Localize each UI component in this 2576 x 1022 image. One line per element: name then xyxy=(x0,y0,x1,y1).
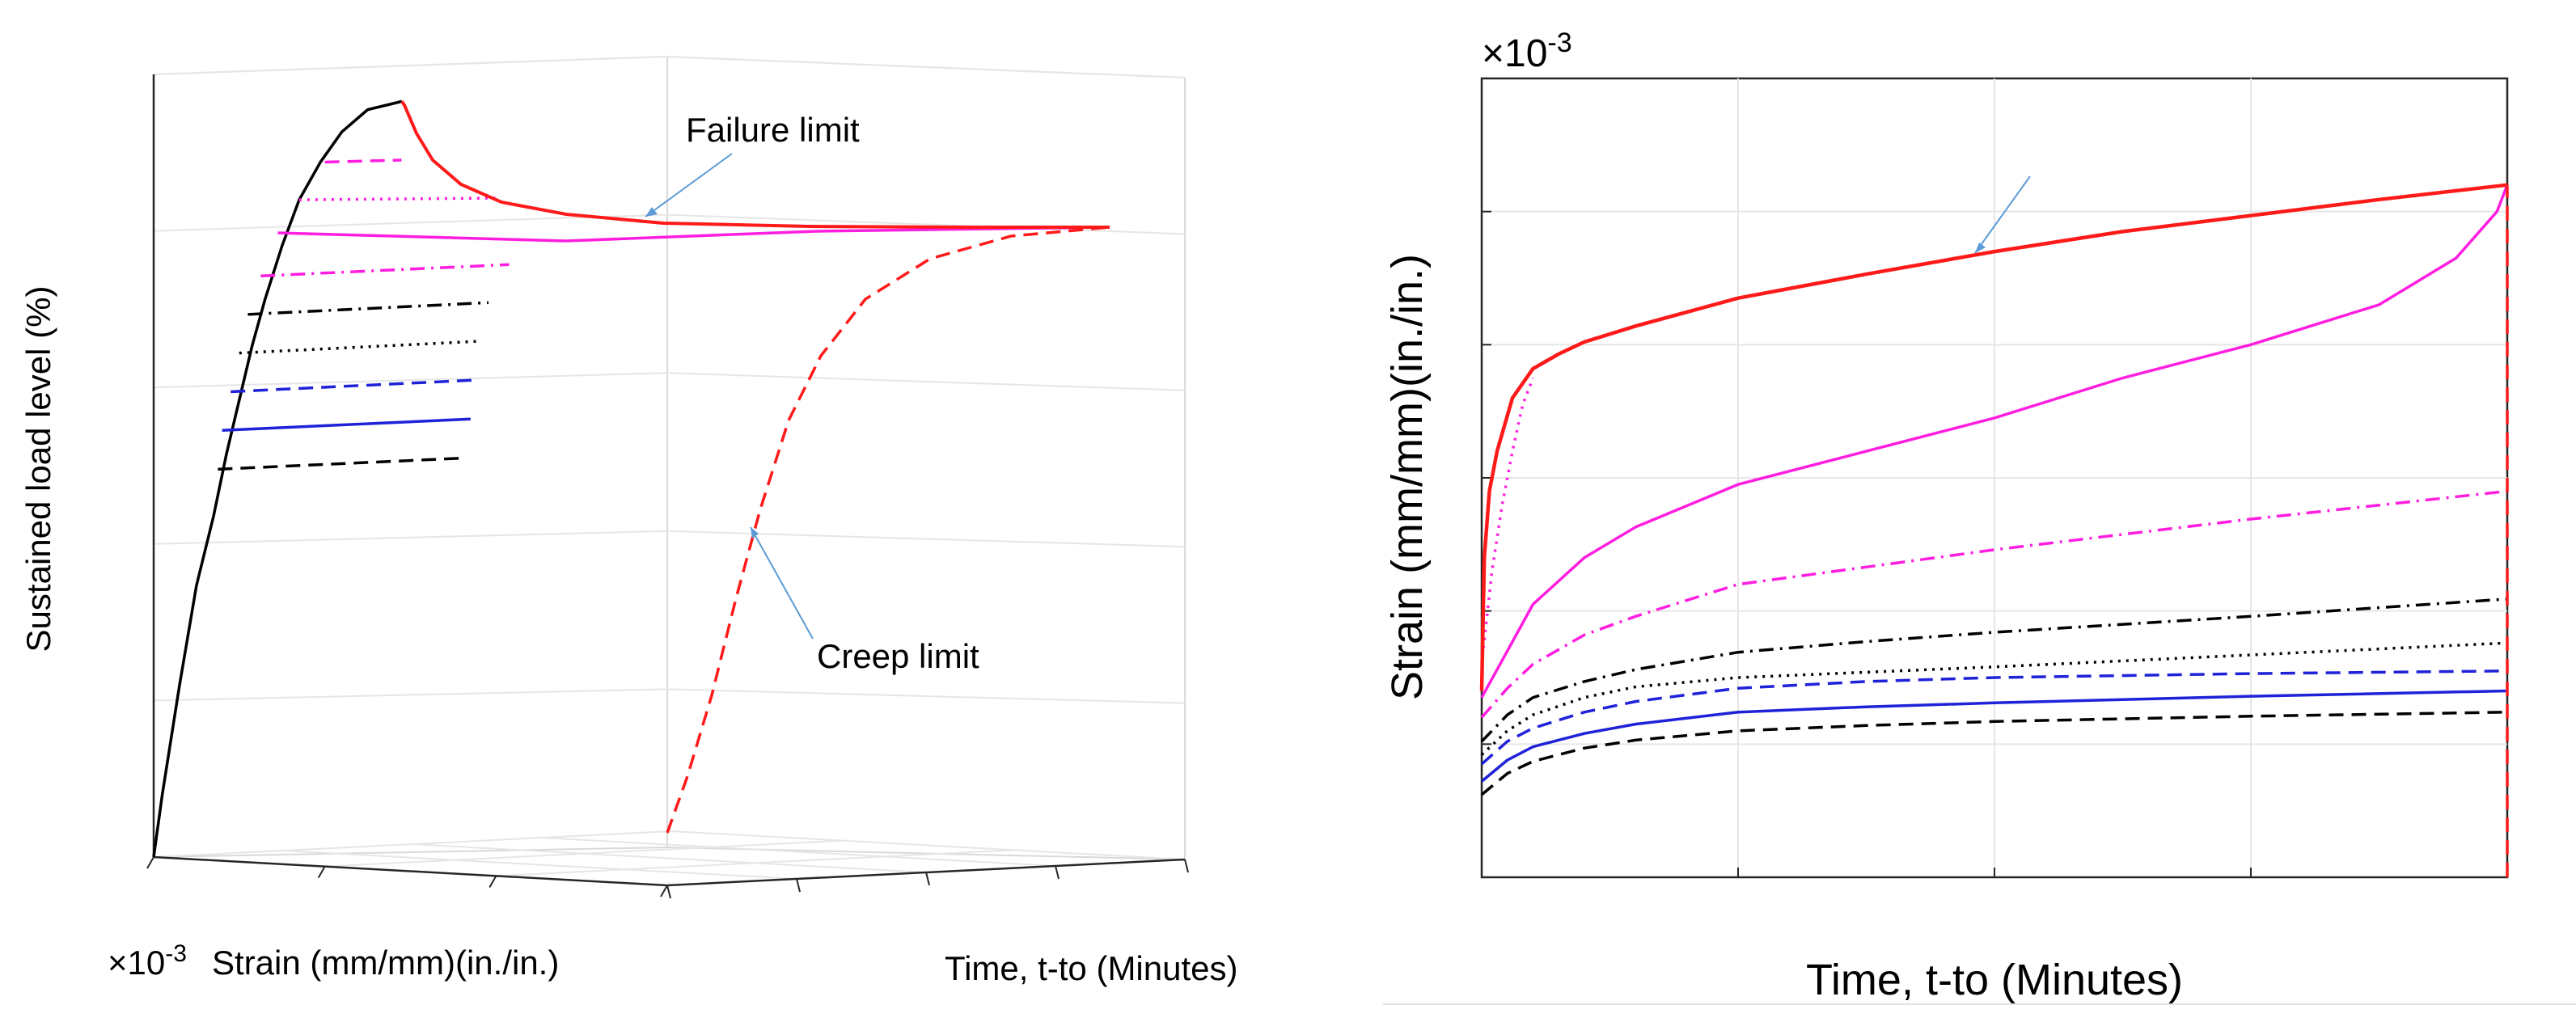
y-grid-line xyxy=(541,837,1056,867)
series-80-line xyxy=(277,226,1110,243)
floor-back-left xyxy=(153,847,668,858)
series-75-line xyxy=(260,263,510,278)
right-chart: ×10-3 Strain (mm/mm)(in./in.) Time, t-to… xyxy=(1383,27,2576,1005)
z-grid-line xyxy=(153,688,1186,704)
y-axis-label: Time, t-to (Minutes) xyxy=(945,949,1238,987)
creep-limit-arrow-head xyxy=(751,527,759,538)
y-tick-mark xyxy=(925,872,930,886)
right-annotations xyxy=(1974,175,2031,254)
x-axis-multiplier-base: ×10 xyxy=(108,944,165,982)
series-85-line xyxy=(298,196,496,201)
failure-limit-label: Failure limit xyxy=(686,111,860,149)
series-85-line xyxy=(1480,377,1535,665)
creep-limit-arrow xyxy=(750,526,814,640)
series-60-line xyxy=(231,378,475,394)
y-grid-line xyxy=(282,850,797,880)
y-axis-multiplier-base: ×10 xyxy=(1482,32,1547,75)
left-chart-walls xyxy=(153,56,1186,860)
z-grid-line xyxy=(153,530,1186,548)
series-70-line xyxy=(1480,598,2508,743)
creep-limit-label: Creep limit xyxy=(817,637,979,675)
series-70-line xyxy=(247,301,489,316)
failure-limit-curve xyxy=(400,100,1110,229)
series-75-line xyxy=(1480,489,2508,719)
y-tick-mark xyxy=(1055,865,1060,880)
series-55-line xyxy=(1480,689,2508,783)
left-annotations: Failure limit Creep limit xyxy=(645,111,979,675)
failure-limit-arrow-head xyxy=(645,207,658,217)
left-series xyxy=(152,99,1110,858)
x-axis-multiplier-exponent: -3 xyxy=(165,940,187,967)
y-grid-line xyxy=(412,843,927,873)
x-tick-mark xyxy=(146,856,154,869)
failure-limit-arrow xyxy=(1974,175,2031,254)
series-55-line xyxy=(222,417,471,433)
right-series xyxy=(1479,183,2509,877)
z-grid-line xyxy=(153,55,1186,78)
x-tick-mark xyxy=(489,875,497,888)
y-axis-label: Strain (mm/mm)(in./in.) xyxy=(1383,254,1432,700)
series-80-line xyxy=(1480,184,2509,699)
z-axis-label: Sustained load level (%) xyxy=(19,286,57,652)
failure-limit-arrow xyxy=(645,153,733,217)
right-grid xyxy=(1482,78,2507,877)
x-tick-mark xyxy=(317,866,326,879)
left-ticks xyxy=(146,856,1189,899)
series-failure-limit-line xyxy=(1479,183,2508,691)
y-axis-multiplier-exponent: -3 xyxy=(1547,27,1571,58)
series-50-line xyxy=(218,456,467,471)
series-90-line xyxy=(324,158,402,164)
y-grid-line xyxy=(670,830,1186,860)
x-tick-mark xyxy=(660,885,668,897)
x-axis-line xyxy=(153,855,668,887)
loading-curve xyxy=(152,99,403,858)
creep-limit-curve xyxy=(666,226,1110,834)
y-tick-mark xyxy=(796,878,801,893)
x-axis-label: Strain (mm/mm)(in./in.) xyxy=(212,944,559,982)
y-tick-mark xyxy=(1184,859,1189,873)
right-ticks xyxy=(1481,78,2508,878)
left-chart: Sustained load level (%) ×10-3 Strain (m… xyxy=(19,55,1238,987)
x-axis-multiplier: ×10-3 xyxy=(108,940,187,982)
y-axis-multiplier: ×10-3 xyxy=(1482,27,1572,75)
x-axis-label: Time, t-to (Minutes) xyxy=(1806,956,2183,1004)
series-50-line xyxy=(1480,711,2508,796)
y-tick-mark xyxy=(666,885,671,899)
x-axis-label-group: ×10-3 Strain (mm/mm)(in./in.) xyxy=(108,940,559,982)
series-65-line xyxy=(1480,641,2508,756)
series-65-line xyxy=(239,340,480,355)
series-60-line xyxy=(1480,669,2508,766)
failure-limit-arrow-head xyxy=(1975,243,1986,253)
z-grid-line xyxy=(153,372,1186,391)
